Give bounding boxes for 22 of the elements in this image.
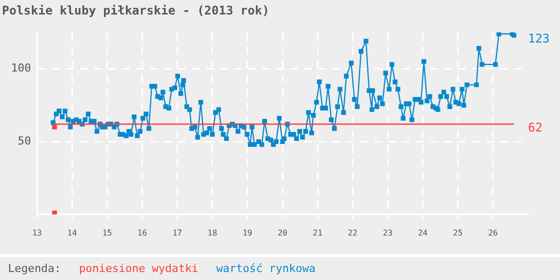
x-tick-label: 23 xyxy=(382,228,393,238)
x-tick-label: 22 xyxy=(348,228,358,238)
y-tick-label: 50 xyxy=(18,134,31,148)
x-tick-label: 15 xyxy=(102,228,112,238)
x-tick-label: 13 xyxy=(32,228,42,238)
legend-title: Legenda: xyxy=(8,262,61,275)
x-tick-label: 26 xyxy=(488,228,498,238)
x-tick-label: 19 xyxy=(242,228,252,238)
x-tick-label: 14 xyxy=(67,228,78,238)
x-tick-label: 20 xyxy=(278,228,288,238)
text: poniesione wydatki xyxy=(78,262,198,275)
annotation: 62 xyxy=(528,120,542,134)
text: wartość rynkowa xyxy=(216,262,316,275)
x-tick-label: 24 xyxy=(418,228,428,238)
y-tick-label: 100 xyxy=(11,62,31,75)
x-tick-label: 17 xyxy=(172,228,182,238)
x-tick-label: 18 xyxy=(208,228,218,238)
x-tick-label: 16 xyxy=(137,228,148,238)
x-tick-label: 21 xyxy=(312,228,323,238)
chart-title: Polskie kluby piłkarskie - (2013 rok) xyxy=(2,3,270,18)
x-tick-label: 25 xyxy=(453,228,463,238)
annotation: 123 xyxy=(528,31,550,46)
